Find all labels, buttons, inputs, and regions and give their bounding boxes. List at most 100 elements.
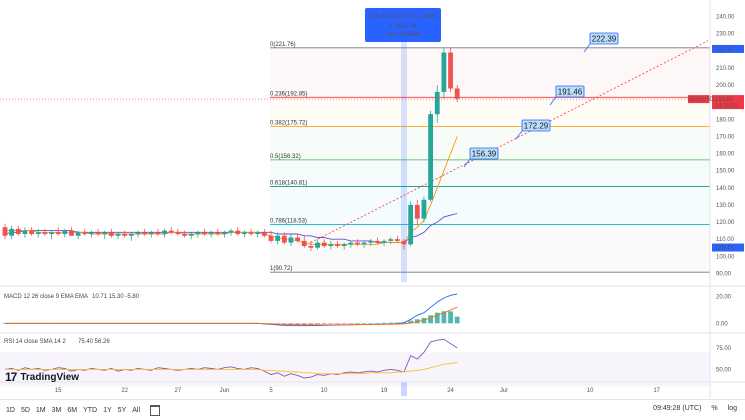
candle-body [328,244,334,247]
candle-body [128,234,134,236]
candle-body [281,235,287,243]
macd-histogram-bar [301,323,307,325]
callout-label: 172.29 [524,122,549,131]
macd-histogram-bar [375,322,380,324]
fib-level-label: 0.5(156.32) [270,154,301,160]
macd-histogram-bar [295,323,300,325]
timeframe-all[interactable]: All [132,406,141,414]
candle-body [434,91,440,115]
candle-body [15,228,21,235]
macd-histogram-bar [381,322,387,324]
price-tick-label: 170.00 [716,134,735,140]
candle-body [2,227,8,236]
time-tick-label: 27 [175,388,182,394]
candle-body [109,232,114,236]
candle-body [448,52,453,89]
candle-body [75,232,81,236]
macd-pane: MACD 12 26 close 9 EMA EMA 10.71 15.30 -5… [2,293,732,327]
candle-body [308,246,314,248]
fib-zone [270,97,710,127]
candle-body [42,232,48,235]
candle-body [275,235,281,241]
macd-histogram-bar [368,323,374,324]
log-toggle[interactable]: log [727,405,737,412]
fib-level-label: 0.618(140.81) [270,180,307,186]
candle-body [155,232,161,235]
macd-tick-label: 20.00 [716,295,732,301]
time-tick-label: 17 [653,388,660,394]
callout-box [521,119,551,132]
candle-body [401,240,407,245]
candle-body [288,237,294,243]
candle-body [301,240,307,247]
selected-bar-band [401,20,407,282]
price-tick-label: 210.00 [716,66,735,72]
macd-histogram-bar [441,311,447,324]
percent-toggle[interactable]: % [711,405,718,412]
timeframe-6m[interactable]: 6M [67,406,78,414]
callout-label: 156.39 [472,150,497,159]
candle-body [255,232,261,235]
callout-label: 191.46 [558,88,583,97]
candle-body [182,234,187,236]
candle-body [414,204,420,219]
macd-signal-line [5,306,458,326]
macd-histogram-bar [394,322,400,324]
timeframe-5y[interactable]: 5Y [117,406,127,414]
macd-histogram-bar [448,311,453,324]
tradingview-logo: 17 TradingView [5,370,79,384]
top-price-tag: 221.10 [715,47,734,53]
timeframe-ytd[interactable]: YTD [83,406,98,414]
price-tick-label: 140.00 [716,186,735,192]
candle-body [388,239,394,241]
fib-zone [270,224,710,273]
tooltip-line: Vol 116.5488 [386,32,421,38]
selected-bar-time-marker [401,382,407,396]
candle-body [381,240,387,243]
candle-body [208,232,214,235]
macd-histogram-bar [335,323,340,324]
macd-tick-label: 0.00 [716,321,728,327]
candle-body [89,232,94,235]
macd-histogram-bar [388,322,394,324]
candle-body [228,230,234,233]
candle-body [368,240,374,243]
calendar-icon[interactable] [150,404,161,416]
rsi-ma-line [5,362,458,375]
symbol-tag: BCHUSD [689,97,715,103]
timeframe-5d[interactable]: 5D [20,406,30,414]
candle-body [248,232,254,235]
rsi-values: 75.40 56.26 [78,339,110,345]
candle-body [29,230,34,235]
callout-box [589,32,619,45]
tradingview-logo-icon: 17 [5,370,17,384]
price-tick-label: 160.00 [716,152,735,158]
macd-histogram-bar [408,320,414,324]
timeframe-3m[interactable]: 3M [51,406,62,414]
timeframe-1y[interactable]: 1Y [103,406,112,414]
candle-body [142,232,148,235]
bar-tooltip: 116.46 (110.780) , 11646 1 bars, 1d Vol 11… [365,8,441,42]
candle-body [49,232,54,235]
timeframe-1m[interactable]: 1M [35,406,46,414]
candle-body [261,232,267,236]
bottom-right-controls: 09:49:28 (UTC) % log [653,405,737,412]
callout-label: 222.39 [592,35,617,44]
timeframe-1d[interactable]: 1D [6,406,15,414]
candle-body [295,237,300,241]
callout-pointer [463,158,471,168]
fib-zone [270,47,710,98]
price-callouts[interactable]: 222.39 191.46 172.29 156.39 [463,32,619,168]
low-price-tag: 105.13 [715,246,734,252]
candle-body [102,232,108,235]
candle-body [355,242,360,245]
macd-histogram-bar [321,323,327,324]
macd-histogram-bar [348,323,354,324]
macd-histogram-bar [355,323,360,324]
callout-box [469,147,499,160]
candle-body [9,228,15,236]
candle-body [321,242,327,247]
price-tick-label: 200.00 [716,83,735,89]
macd-histogram-bar [454,316,460,324]
